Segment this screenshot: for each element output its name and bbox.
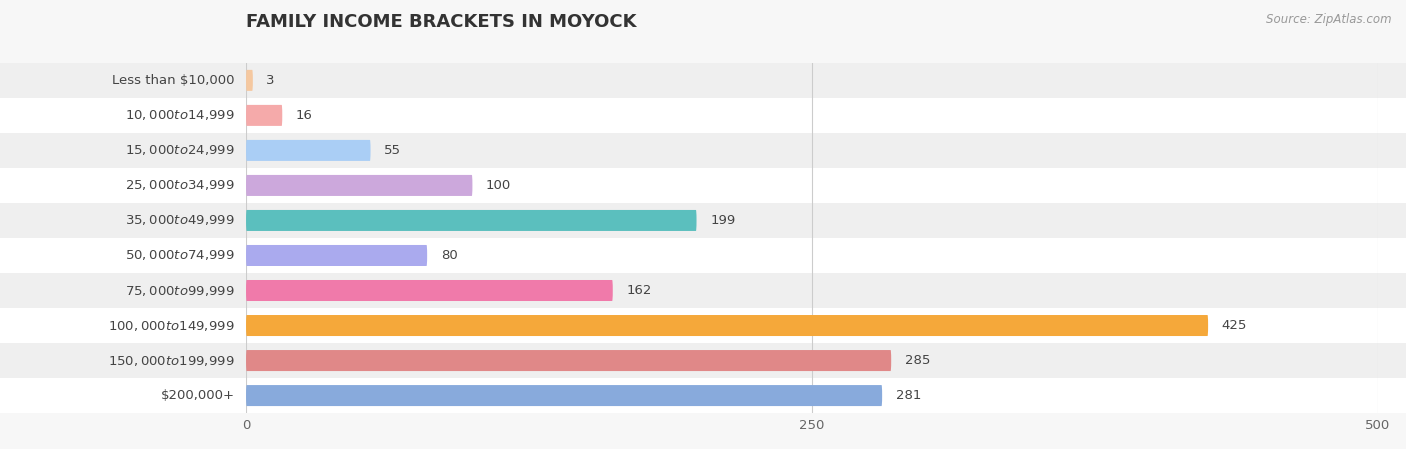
FancyBboxPatch shape — [0, 133, 1406, 168]
FancyBboxPatch shape — [0, 63, 1406, 98]
FancyBboxPatch shape — [246, 210, 696, 231]
Text: 199: 199 — [710, 214, 735, 227]
Text: 281: 281 — [896, 389, 921, 402]
FancyBboxPatch shape — [0, 168, 1406, 203]
FancyBboxPatch shape — [246, 140, 371, 161]
Text: $15,000 to $24,999: $15,000 to $24,999 — [125, 143, 235, 158]
Text: $100,000 to $149,999: $100,000 to $149,999 — [108, 318, 235, 333]
FancyBboxPatch shape — [0, 238, 1406, 273]
FancyBboxPatch shape — [0, 273, 1406, 308]
Text: Source: ZipAtlas.com: Source: ZipAtlas.com — [1267, 13, 1392, 26]
Text: 3: 3 — [266, 74, 276, 87]
FancyBboxPatch shape — [0, 308, 1406, 343]
Text: $50,000 to $74,999: $50,000 to $74,999 — [125, 248, 235, 263]
Text: 285: 285 — [905, 354, 931, 367]
Text: $75,000 to $99,999: $75,000 to $99,999 — [125, 283, 235, 298]
FancyBboxPatch shape — [246, 245, 427, 266]
Text: $25,000 to $34,999: $25,000 to $34,999 — [125, 178, 235, 193]
Text: 80: 80 — [440, 249, 457, 262]
FancyBboxPatch shape — [246, 315, 1208, 336]
Text: 55: 55 — [384, 144, 401, 157]
FancyBboxPatch shape — [0, 378, 1406, 413]
Text: 100: 100 — [486, 179, 512, 192]
FancyBboxPatch shape — [246, 350, 891, 371]
Text: $150,000 to $199,999: $150,000 to $199,999 — [108, 353, 235, 368]
Text: FAMILY INCOME BRACKETS IN MOYOCK: FAMILY INCOME BRACKETS IN MOYOCK — [246, 13, 637, 31]
Text: $10,000 to $14,999: $10,000 to $14,999 — [125, 108, 235, 123]
FancyBboxPatch shape — [246, 105, 283, 126]
FancyBboxPatch shape — [0, 203, 1406, 238]
FancyBboxPatch shape — [246, 280, 613, 301]
Text: 162: 162 — [626, 284, 652, 297]
Text: $35,000 to $49,999: $35,000 to $49,999 — [125, 213, 235, 228]
FancyBboxPatch shape — [0, 98, 1406, 133]
FancyBboxPatch shape — [246, 175, 472, 196]
Text: $200,000+: $200,000+ — [160, 389, 235, 402]
FancyBboxPatch shape — [246, 385, 882, 406]
Text: Less than $10,000: Less than $10,000 — [112, 74, 235, 87]
Text: 425: 425 — [1222, 319, 1247, 332]
FancyBboxPatch shape — [0, 343, 1406, 378]
FancyBboxPatch shape — [246, 70, 253, 91]
Text: 16: 16 — [295, 109, 312, 122]
